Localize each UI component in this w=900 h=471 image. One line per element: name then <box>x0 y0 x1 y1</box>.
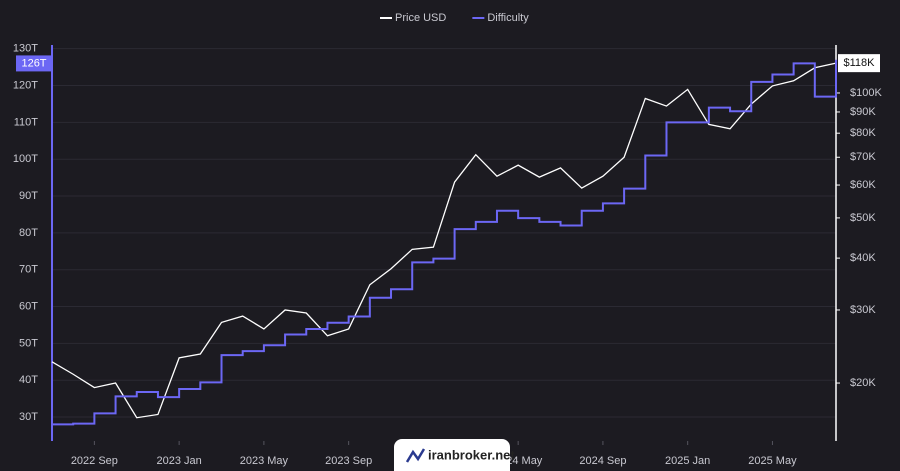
y-tick-label: 40T <box>19 374 38 386</box>
y2-tick-label: $100K <box>850 87 882 99</box>
y-tick-label: 30T <box>19 411 38 423</box>
y2-tick-label: $50K <box>850 212 876 224</box>
x-tick-label: 2023 May <box>240 455 289 467</box>
y-tick-label: 110T <box>14 116 39 128</box>
y-tick-label: 100T <box>13 153 38 165</box>
legend-item[interactable]: Difficulty <box>472 12 529 24</box>
x-tick-label: 2025 May <box>748 455 797 467</box>
x-tick-label: 2025 Jan <box>665 455 710 467</box>
y-tick-label: 60T <box>19 300 38 312</box>
legend-label: Difficulty <box>487 12 529 24</box>
y2-tick-label: $20K <box>850 377 876 389</box>
current-difficulty-badge <box>16 55 52 72</box>
y-tick-label: 70T <box>19 264 38 276</box>
current-price-label: $118K <box>844 57 876 69</box>
y2-tick-label: $80K <box>850 127 876 139</box>
y-tick-label: 50T <box>19 337 38 349</box>
y-tick-label: 130T <box>13 43 38 55</box>
legend-item[interactable]: Price USD <box>380 12 446 24</box>
y2-tick-label: $60K <box>850 179 876 191</box>
y-tick-label: 80T <box>19 227 38 239</box>
y-tick-label: 90T <box>19 190 38 202</box>
series-line <box>52 59 837 426</box>
series-line <box>51 62 837 419</box>
y2-tick-label: $30K <box>850 304 876 316</box>
x-tick-label: 2024 Sep <box>579 455 626 467</box>
y2-tick-label: $70K <box>850 151 876 163</box>
legend-label: Price USD <box>395 12 446 24</box>
x-tick-label: 2023 Sep <box>325 455 372 467</box>
watermark-box <box>394 439 510 471</box>
x-tick-label: 2023 Jan <box>157 455 202 467</box>
y2-tick-label: $90K <box>850 106 876 118</box>
x-tick-label: 2022 Sep <box>71 455 118 467</box>
watermark-icon <box>405 448 426 463</box>
current-price-badge <box>838 54 880 73</box>
watermark: iranbroker.net <box>428 447 515 462</box>
y-tick-label: 120T <box>13 79 38 91</box>
y2-tick-label: $40K <box>850 252 876 264</box>
current-difficulty-label: 126T <box>21 57 46 69</box>
